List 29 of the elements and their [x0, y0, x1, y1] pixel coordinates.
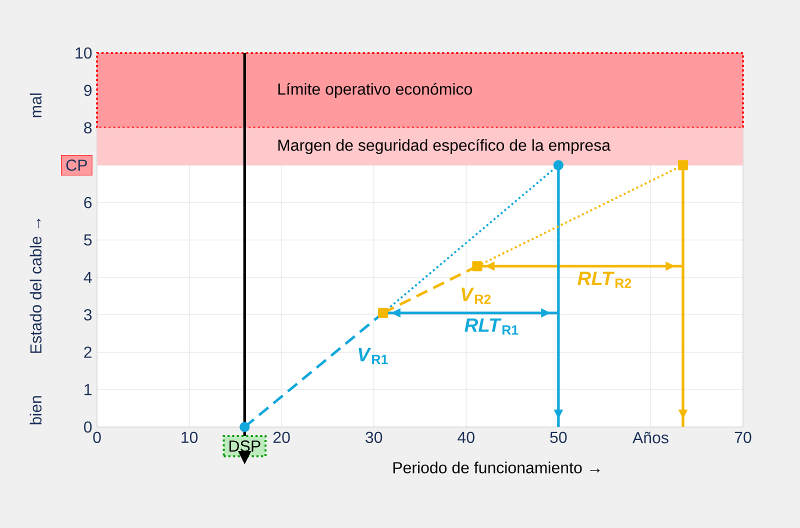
series-label: RLT$_{R2}$	[578, 272, 632, 288]
text: bien	[30, 396, 42, 424]
x-tick-label: Años	[632, 432, 668, 444]
x-tick-label: 30	[366, 432, 382, 444]
x-tick-label: 20	[273, 432, 290, 444]
y-tick-label: 9	[84, 84, 92, 96]
x-tick-label: 70	[734, 432, 752, 444]
y-tick-label: 5	[84, 234, 92, 246]
y-tick-label: 1	[84, 384, 92, 396]
legend-label: V$_{R2}$	[462, 288, 491, 304]
y-axis-title: Estado del cable →	[30, 218, 42, 353]
text: mal	[30, 94, 42, 118]
series-label: RLT$_{R1}$	[464, 318, 518, 335]
series-label: V$_{R1}$	[358, 348, 388, 364]
x-tick-label: 50	[550, 432, 567, 444]
y-tick-label: 2	[84, 346, 92, 358]
y-tick-label: 8	[84, 122, 92, 134]
y-tick-label: 6	[84, 196, 92, 208]
y-tick-label: 10	[76, 47, 92, 59]
x-tick-label: 10	[182, 432, 198, 444]
y-tick-label: 4	[84, 272, 92, 283]
x-tick-label: 0	[93, 432, 101, 444]
x-tick-label: 40	[458, 432, 474, 444]
y-tick-label: 3	[84, 309, 92, 320]
band-label: Margen de seguridad específico de la empresa	[278, 138, 611, 154]
y-tick-label: 0	[84, 421, 92, 433]
ref-line-label: DSP	[230, 440, 260, 452]
band-label: Límite operativo económico	[278, 82, 472, 98]
x-axis-title: Periodo de funcionamiento →	[393, 462, 600, 474]
